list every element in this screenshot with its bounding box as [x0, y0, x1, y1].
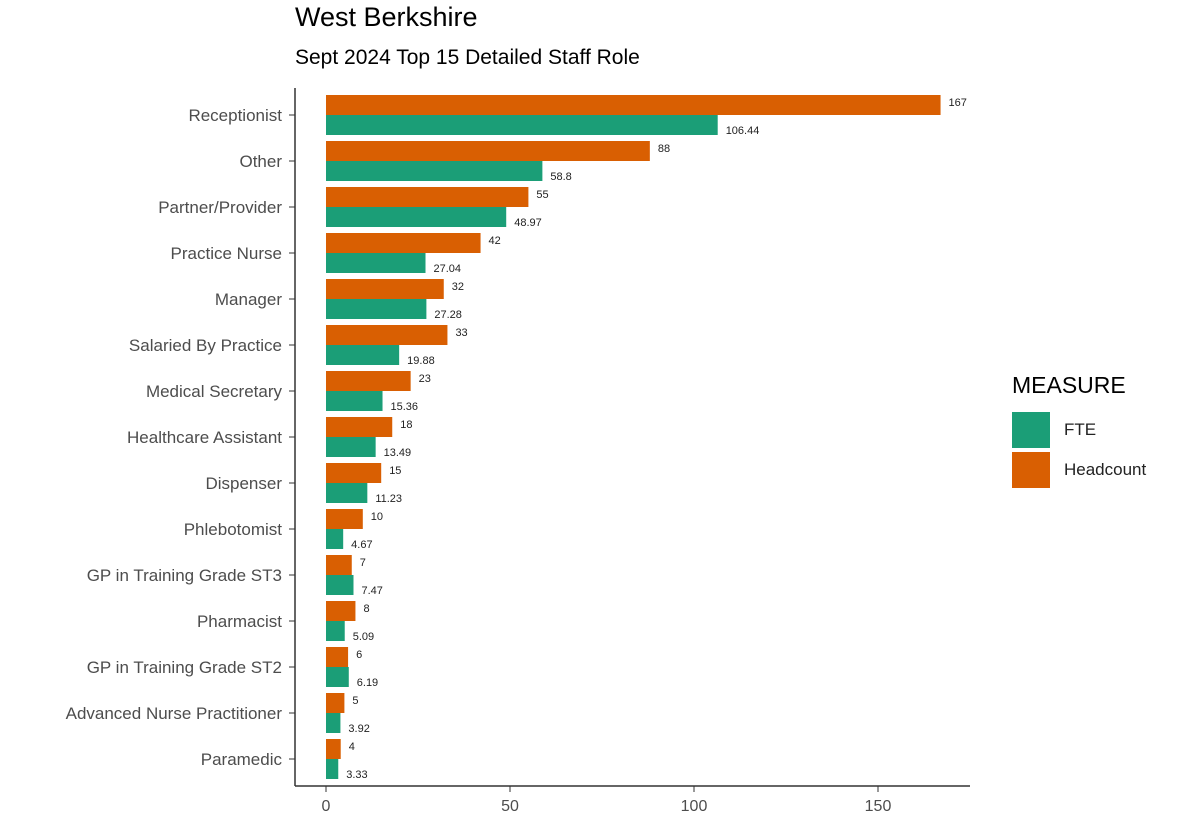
bar-headcount-paramedic — [326, 739, 341, 759]
x-tick-label-50: 50 — [501, 798, 519, 815]
legend-item-fte: FTE — [1012, 411, 1146, 449]
legend-item-headcount: Headcount — [1012, 451, 1146, 489]
value-label-fte-paramedic: 3.33 — [346, 769, 367, 781]
bar-fte-gp-in-training-grade-st3 — [326, 575, 354, 595]
category-label-partner-provider: Partner/Provider — [158, 198, 282, 217]
value-label-fte-salaried-by-practice: 19.88 — [407, 355, 435, 367]
category-label-medical-secretary: Medical Secretary — [146, 382, 283, 401]
bar-headcount-salaried-by-practice — [326, 325, 448, 345]
value-label-headcount-partner-provider: 55 — [536, 189, 548, 201]
bar-headcount-gp-in-training-grade-st2 — [326, 647, 349, 667]
bar-headcount-dispenser — [326, 463, 382, 483]
x-tick-label-150: 150 — [865, 798, 892, 815]
category-label-receptionist: Receptionist — [188, 106, 282, 125]
category-labels: Receptionist Other Partner/Provider Practic… — [66, 106, 283, 769]
value-label-fte-dispenser: 11.23 — [375, 493, 402, 505]
value-label-headcount-receptionist: 167 — [949, 97, 967, 109]
value-label-fte-advanced-nurse-practitioner: 3.92 — [348, 723, 369, 735]
value-label-headcount-advanced-nurse-practitioner: 5 — [352, 695, 358, 707]
bar-fte-healthcare-assistant — [326, 437, 376, 457]
value-label-headcount-other: 88 — [658, 143, 670, 155]
bar-fte-pharmacist — [326, 621, 345, 641]
legend-title: MEASURE — [1012, 372, 1126, 398]
value-label-fte-partner-provider: 48.97 — [514, 217, 542, 229]
value-labels: 167 106.44 88 58.855 48.97 42 27.04 32 27.28 33 19… — [346, 97, 967, 781]
value-label-headcount-practice-nurse: 42 — [489, 235, 501, 247]
bar-headcount-manager — [326, 279, 444, 299]
value-label-headcount-healthcare-assistant: 18 — [400, 419, 412, 431]
category-label-paramedic: Paramedic — [201, 750, 283, 769]
bar-headcount-receptionist — [326, 95, 941, 115]
value-label-headcount-pharmacist: 8 — [363, 603, 369, 615]
value-label-headcount-phlebotomist: 10 — [371, 511, 383, 523]
category-label-phlebotomist: Phlebotomist — [184, 520, 283, 539]
bar-headcount-medical-secretary — [326, 371, 411, 391]
bar-headcount-practice-nurse — [326, 233, 481, 253]
bar-fte-receptionist — [326, 115, 718, 135]
category-label-advanced-nurse-practitioner: Advanced Nurse Practitioner — [66, 704, 283, 723]
value-label-fte-other: 58.8 — [550, 171, 571, 183]
bar-fte-manager — [326, 299, 427, 319]
bar-fte-other — [326, 161, 543, 181]
legend-label-fte: FTE — [1064, 420, 1097, 439]
bar-headcount-phlebotomist — [326, 509, 363, 529]
value-label-fte-phlebotomist: 4.67 — [351, 539, 372, 551]
x-tick-label-0: 0 — [322, 798, 331, 815]
legend-label-headcount: Headcount — [1064, 460, 1147, 479]
bar-fte-practice-nurse — [326, 253, 426, 273]
value-label-fte-pharmacist: 5.09 — [353, 631, 374, 643]
value-label-headcount-dispenser: 15 — [389, 465, 401, 477]
bar-headcount-pharmacist — [326, 601, 356, 621]
category-label-healthcare-assistant: Healthcare Assistant — [127, 428, 282, 447]
value-label-fte-receptionist: 106.44 — [726, 125, 760, 137]
bar-fte-dispenser — [326, 483, 368, 503]
category-label-dispenser: Dispenser — [205, 474, 282, 493]
category-label-salaried-by-practice: Salaried By Practice — [129, 336, 282, 355]
value-label-fte-practice-nurse: 27.04 — [434, 263, 462, 275]
bar-fte-paramedic — [326, 759, 339, 779]
value-label-headcount-salaried-by-practice: 33 — [455, 327, 467, 339]
value-label-headcount-gp-in-training-grade-st2: 6 — [356, 649, 362, 661]
category-label-gp-in-training-grade-st2: GP in Training Grade ST2 — [87, 658, 282, 677]
bar-fte-partner-provider — [326, 207, 507, 227]
value-label-fte-manager: 27.28 — [434, 309, 462, 321]
bars — [326, 95, 941, 779]
bar-headcount-partner-provider — [326, 187, 529, 207]
value-label-headcount-medical-secretary: 23 — [419, 373, 431, 385]
chart-subtitle: Sept 2024 Top 15 Detailed Staff Role — [295, 46, 640, 69]
value-label-headcount-paramedic: 4 — [349, 741, 355, 753]
legend: MEASURE FTE Headcount — [1012, 372, 1146, 491]
value-label-fte-healthcare-assistant: 13.49 — [384, 447, 412, 459]
bar-fte-advanced-nurse-practitioner — [326, 713, 341, 733]
bar-headcount-healthcare-assistant — [326, 417, 393, 437]
category-label-practice-nurse: Practice Nurse — [171, 244, 282, 263]
bar-headcount-gp-in-training-grade-st3 — [326, 555, 352, 575]
chart-title: West Berkshire — [295, 2, 478, 32]
bar-fte-gp-in-training-grade-st2 — [326, 667, 349, 687]
category-label-gp-in-training-grade-st3: GP in Training Grade ST3 — [87, 566, 282, 585]
bar-headcount-advanced-nurse-practitioner — [326, 693, 345, 713]
legend-swatch-fte — [1012, 412, 1050, 448]
bar-fte-medical-secretary — [326, 391, 383, 411]
category-label-other: Other — [239, 152, 282, 171]
category-label-pharmacist: Pharmacist — [197, 612, 282, 631]
legend-swatch-headcount — [1012, 452, 1050, 488]
value-label-headcount-gp-in-training-grade-st3: 7 — [360, 557, 366, 569]
category-label-manager: Manager — [215, 290, 282, 309]
x-tick-label-100: 100 — [681, 798, 708, 815]
axes: 0 50 100 150 — [289, 88, 970, 815]
bar-fte-phlebotomist — [326, 529, 344, 549]
value-label-fte-medical-secretary: 15.36 — [391, 401, 419, 413]
bar-fte-salaried-by-practice — [326, 345, 400, 365]
bar-headcount-other — [326, 141, 650, 161]
value-label-headcount-manager: 32 — [452, 281, 464, 293]
value-label-fte-gp-in-training-grade-st2: 6.19 — [357, 677, 378, 689]
value-label-fte-gp-in-training-grade-st3: 7.47 — [361, 585, 382, 597]
